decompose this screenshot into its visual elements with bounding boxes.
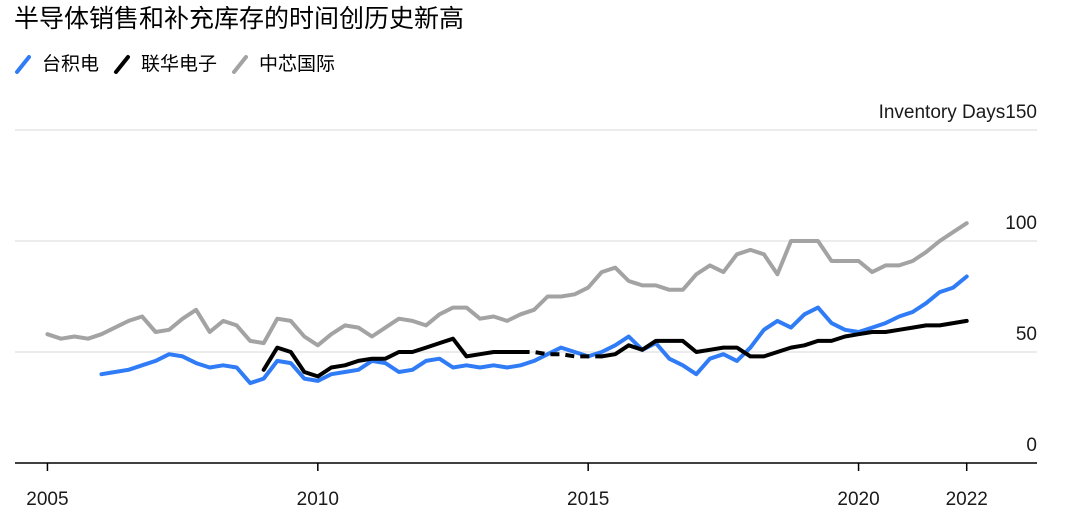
legend-label-umc: 联华电子 <box>141 53 218 75</box>
chart-legend: 台积电 联华电子 中芯国际 <box>14 52 349 76</box>
x-tick-label-2010: 2010 <box>297 489 339 510</box>
series-line-umc-part1 <box>261 336 523 379</box>
series-line-umc-dashed <box>520 350 602 359</box>
series-line-tsmc <box>99 274 969 386</box>
y-tick-label-150: Inventory Days150 <box>879 102 1037 123</box>
legend-label-smic: 中芯国际 <box>259 53 336 75</box>
legend-swatch-umc-icon <box>113 53 131 75</box>
legend-item-tsmc: 台积电 <box>14 52 99 76</box>
y-tick-label-100: 100 <box>1005 213 1037 234</box>
y-tick-label-0: 0 <box>1026 435 1037 456</box>
series-line-smic <box>45 221 969 348</box>
x-tick-label-2005: 2005 <box>26 489 68 510</box>
legend-swatch-smic-icon <box>231 53 249 75</box>
series-line-umc-part2 <box>599 318 969 359</box>
legend-item-umc: 联华电子 <box>113 52 217 76</box>
legend-item-smic: 中芯国际 <box>231 52 335 76</box>
x-tick-label-2022: 2022 <box>946 489 988 510</box>
chart-title: 半导体销售和补充库存的时间创历史新高 <box>14 4 465 33</box>
x-tick-label-2020: 2020 <box>837 489 879 510</box>
legend-swatch-tsmc-icon <box>14 53 32 75</box>
x-tick-label-2015: 2015 <box>567 489 609 510</box>
y-tick-label-50: 50 <box>1016 324 1037 345</box>
legend-label-tsmc: 台积电 <box>42 53 100 75</box>
